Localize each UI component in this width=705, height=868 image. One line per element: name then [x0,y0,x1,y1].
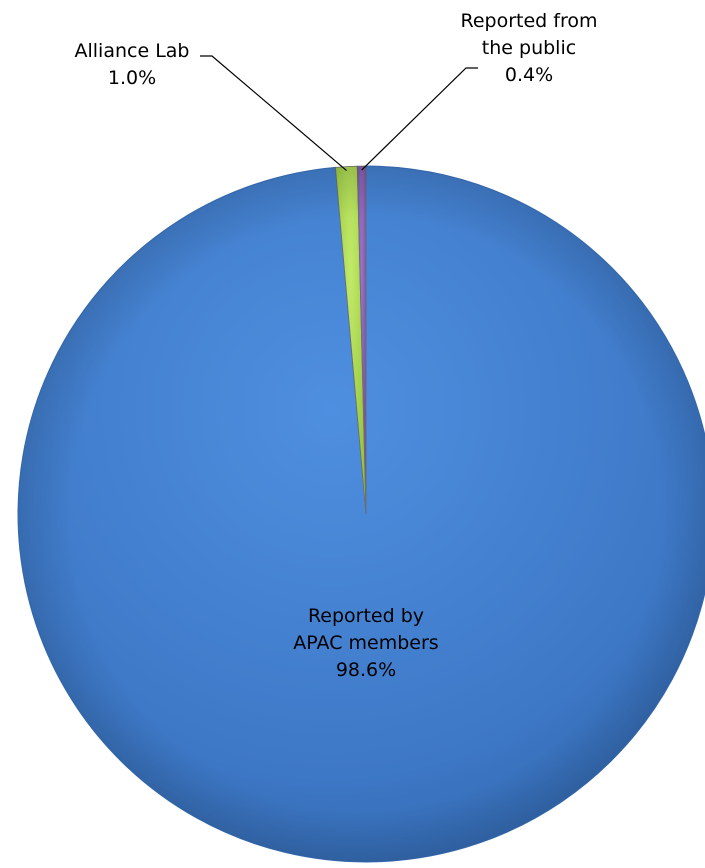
label-apac-members-line: APAC members [293,632,438,654]
label-public: Reported from the public 0.4% [461,10,598,86]
slice-labels: Reported by APAC members 98.6% Alliance Lab… [75,10,598,681]
leader-line-public [361,67,478,171]
label-apac-members-pct: 98.6% [336,659,396,681]
label-alliance-lab-line: Alliance Lab [75,40,190,62]
label-public-line: Reported from [461,10,598,32]
label-alliance-lab-pct: 1.0% [108,67,156,89]
leader-line-alliance-lab [200,55,347,172]
label-alliance-lab: Alliance Lab 1.0% [75,40,190,89]
label-public-line: the public [482,37,576,59]
leader-lines [200,55,478,172]
pie-slices [17,165,705,863]
label-public-pct: 0.4% [505,64,553,86]
label-apac-members: Reported by APAC members 98.6% [293,605,438,681]
label-apac-members-line: Reported by [308,605,424,627]
